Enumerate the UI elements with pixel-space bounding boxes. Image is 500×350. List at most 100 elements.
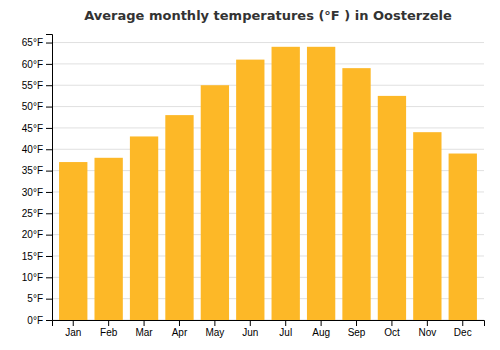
tick-mark (46, 256, 52, 257)
tick: 15°F (22, 251, 52, 262)
tick-mark (46, 213, 52, 214)
tick: Feb (100, 320, 118, 338)
bar (307, 47, 335, 320)
tick-mark (46, 128, 52, 129)
plot-area (59, 47, 477, 320)
axis-line (46, 35, 53, 321)
tick-mark (321, 320, 322, 326)
tick-mark (46, 43, 52, 44)
tick-label: 30°F (22, 187, 43, 198)
tick: Jun (242, 320, 258, 338)
tick-label: 55°F (22, 80, 43, 91)
tick: Mar (135, 320, 153, 338)
grid-line (52, 127, 484, 128)
chart: Jan Feb Mar Apr May Jun Jul Aug Sep Oct Nov Dec 0°F 5… (0, 0, 500, 350)
tick: 35°F (22, 165, 52, 176)
tick-mark (46, 235, 52, 236)
title: Average monthly temperatures (°F ) in Oo… (84, 8, 452, 23)
tick-label: 45°F (22, 123, 43, 134)
bar (272, 47, 300, 320)
bar (449, 154, 477, 320)
tick-label: Jan (65, 327, 81, 338)
tick-label: Aug (312, 327, 330, 338)
tick: Dec (454, 320, 472, 338)
tick: 60°F (22, 59, 52, 70)
tick-label: 50°F (22, 101, 43, 112)
tick-mark (214, 320, 215, 326)
tick: Aug (312, 320, 330, 338)
grid-line (52, 85, 484, 86)
tick-mark (356, 320, 357, 326)
tick: 45°F (22, 123, 52, 134)
tick-mark (46, 149, 52, 150)
tick: 10°F (22, 272, 52, 283)
bar (413, 132, 441, 320)
tick: 20°F (22, 229, 52, 240)
tick-label: 10°F (22, 272, 43, 283)
bar (201, 85, 229, 320)
tick-label: 20°F (22, 229, 43, 240)
tick-mark (46, 277, 52, 278)
tick-mark (46, 171, 52, 172)
tick-mark (46, 107, 52, 108)
tick-label: May (205, 327, 224, 338)
tick-mark (462, 320, 463, 326)
tick-mark (144, 320, 145, 326)
tick: 30°F (22, 187, 52, 198)
y-axis: 0°F 5°F 10°F 15°F 20°F 25°F 30°F 35°F 40°F 45°F 50… (22, 35, 53, 326)
tick: Apr (172, 320, 188, 338)
tick-label: Dec (454, 327, 472, 338)
tick: 40°F (22, 144, 52, 155)
tick-mark (46, 299, 52, 300)
tick-label: Apr (172, 327, 188, 338)
tick-label: 15°F (22, 251, 43, 262)
tick-label: Jul (279, 327, 292, 338)
tick: Nov (418, 320, 436, 338)
tick: Sep (348, 320, 366, 338)
tick-mark (427, 320, 428, 326)
tick-label: Jun (242, 327, 258, 338)
bar (94, 158, 122, 320)
grid-line (52, 106, 484, 107)
tick-label: 5°F (27, 293, 43, 304)
tick-mark (179, 320, 180, 326)
tick: 25°F (22, 208, 52, 219)
tick-label: Nov (418, 327, 436, 338)
tick-label: 60°F (22, 59, 43, 70)
grid-line (52, 63, 484, 64)
tick: 65°F (22, 37, 52, 48)
tick-label: Mar (135, 327, 153, 338)
tick: Oct (384, 320, 400, 338)
tick: Jan (65, 320, 81, 338)
tick-mark (108, 320, 109, 326)
tick-label: 65°F (22, 37, 43, 48)
tick-label: 35°F (22, 165, 43, 176)
tick-label: 40°F (22, 144, 43, 155)
tick-label: 25°F (22, 208, 43, 219)
tick-mark (46, 64, 52, 65)
tick-mark (46, 192, 52, 193)
tick-mark (46, 85, 52, 86)
tick: 50°F (22, 101, 52, 112)
bar (378, 96, 406, 320)
bar (165, 115, 193, 320)
bar (236, 60, 264, 320)
tick: 55°F (22, 80, 52, 91)
x-axis: Jan Feb Mar Apr May Jun Jul Aug Sep Oct Nov Dec (53, 320, 485, 338)
tick: Jul (279, 320, 292, 338)
tick-label: Sep (348, 327, 366, 338)
tick: May (205, 320, 224, 338)
grid-line (52, 42, 484, 43)
tick: 0°F (27, 315, 52, 326)
axis-line (53, 321, 485, 327)
tick-mark (285, 320, 286, 326)
bar (342, 68, 370, 320)
bar (130, 136, 158, 320)
tick-mark (250, 320, 251, 326)
tick-label: 0°F (27, 315, 43, 326)
tick: 5°F (27, 293, 52, 304)
tick-mark (46, 320, 52, 321)
tick-label: Feb (100, 327, 118, 338)
tick-label: Oct (384, 327, 400, 338)
tick-mark (391, 320, 392, 326)
